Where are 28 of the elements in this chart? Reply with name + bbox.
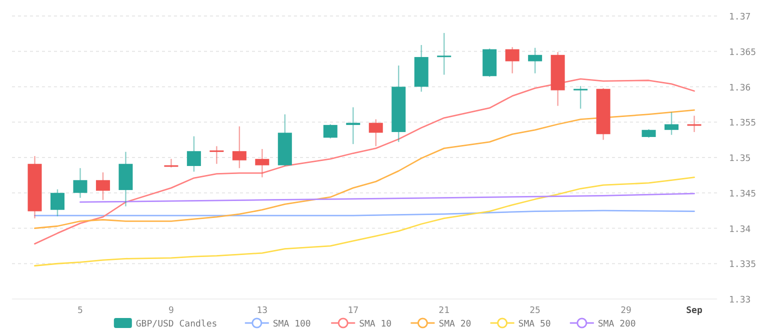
y-tick-label: 1.365 — [729, 48, 756, 58]
legend-label: SMA 200 — [598, 320, 636, 330]
x-tick-label: Sep — [686, 306, 703, 316]
y-tick-label: 1.36 — [729, 83, 751, 94]
y-tick-label: 1.37 — [729, 12, 751, 22]
legend-label: SMA 10 — [359, 320, 392, 330]
x-tick-label: 29 — [620, 306, 632, 316]
x-tick-label: 13 — [256, 306, 268, 316]
y-tick-label: 1.345 — [729, 189, 756, 200]
candlestick — [164, 158, 178, 168]
x-tick-label: 21 — [438, 306, 450, 316]
y-tick-label: 1.34 — [729, 224, 751, 235]
line-series — [34, 78, 695, 245]
legend-label: SMA 50 — [518, 320, 551, 330]
x-tick-label: 25 — [530, 306, 540, 316]
legend-label: SMA 20 — [438, 320, 472, 330]
line-series — [34, 176, 695, 266]
y-tick-label: 1.33 — [729, 296, 751, 306]
legend-label: SMA 100 — [272, 320, 311, 330]
y-tick-label: 1.335 — [729, 260, 756, 270]
x-tick-label: 9 — [168, 306, 174, 316]
y-tick-label: 1.355 — [729, 118, 756, 129]
legend-label: GBP/USD Candles — [136, 320, 218, 330]
line-series — [34, 109, 695, 229]
y-tick-label: 1.35 — [729, 154, 751, 164]
x-tick-label: 5 — [78, 306, 83, 316]
line-series — [80, 192, 695, 203]
x-tick-label: 17 — [348, 306, 359, 316]
